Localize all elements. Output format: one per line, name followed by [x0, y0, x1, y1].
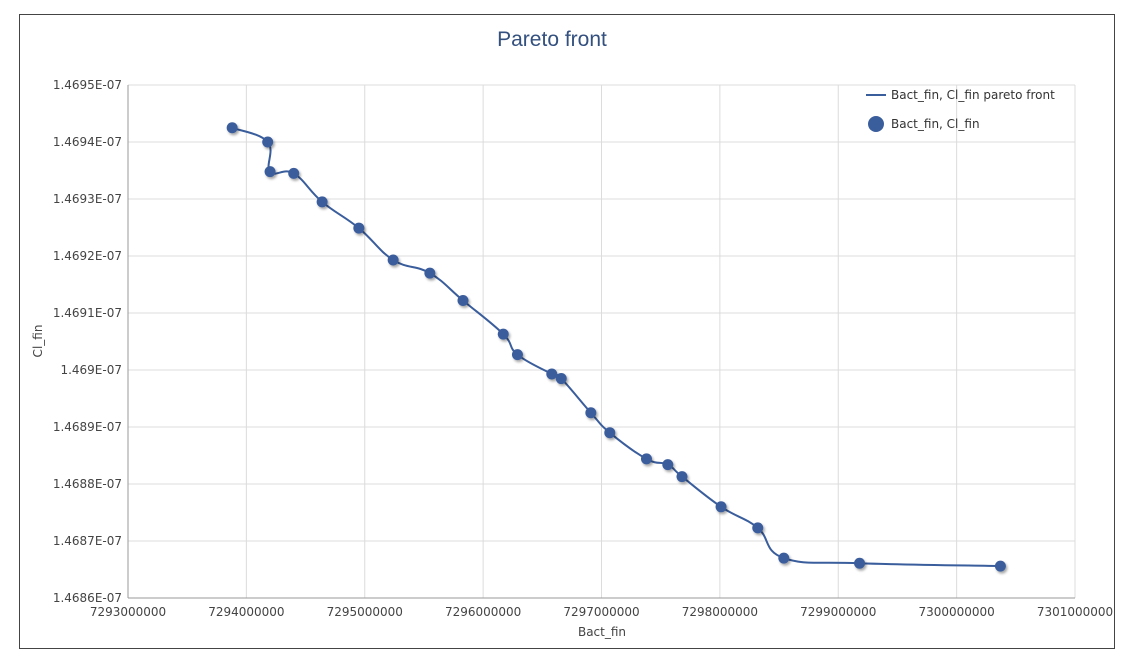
- data-point[interactable]: [640, 453, 652, 465]
- data-point[interactable]: [353, 222, 365, 234]
- x-tick-label: 7297000000: [563, 605, 639, 619]
- legend-label-points: Bact_fin, Cl_fin: [891, 117, 980, 131]
- y-tick-label: 1.4693E-07: [53, 192, 122, 206]
- x-axis-label: Bact_fin: [578, 625, 626, 639]
- data-point[interactable]: [262, 136, 274, 148]
- data-point[interactable]: [457, 294, 469, 306]
- data-point[interactable]: [316, 196, 328, 208]
- y-tick-label: 1.4687E-07: [53, 534, 122, 548]
- data-point[interactable]: [264, 166, 276, 178]
- data-point[interactable]: [546, 368, 558, 380]
- x-tick-label: 7295000000: [327, 605, 403, 619]
- x-tick-label: 7293000000: [90, 605, 166, 619]
- x-tick-label: 7296000000: [445, 605, 521, 619]
- series-line-path: [231, 126, 1001, 568]
- data-point[interactable]: [676, 471, 688, 483]
- axes: [127, 85, 1075, 599]
- y-tick-label: 1.4692E-07: [53, 249, 122, 263]
- chart-frame: [19, 14, 1115, 649]
- data-point[interactable]: [662, 459, 674, 471]
- x-tick-label: 7301000000: [1037, 605, 1113, 619]
- data-point[interactable]: [994, 560, 1006, 572]
- x-axis-ticks: 7293000000 7294000000 7295000000 7296000000…: [90, 605, 1113, 619]
- data-point[interactable]: [854, 557, 866, 569]
- x-tick-label: 7298000000: [682, 605, 758, 619]
- chart-title: Pareto front: [497, 28, 607, 51]
- y-axis-label: Cl_fin: [31, 325, 45, 358]
- data-point[interactable]: [226, 122, 238, 134]
- data-point[interactable]: [387, 254, 399, 266]
- y-tick-label: 1.4689E-07: [53, 420, 122, 434]
- data-point[interactable]: [752, 522, 764, 534]
- data-point[interactable]: [511, 349, 523, 361]
- x-tick-label: 7300000000: [918, 605, 994, 619]
- data-point[interactable]: [555, 373, 567, 385]
- x-tick-label: 7294000000: [208, 605, 284, 619]
- data-point[interactable]: [585, 407, 597, 419]
- pareto-points: [226, 122, 1006, 572]
- y-tick-label: 1.4686E-07: [53, 591, 122, 605]
- data-point[interactable]: [288, 167, 300, 179]
- x-tick-label: 7299000000: [800, 605, 876, 619]
- data-point[interactable]: [497, 328, 509, 340]
- y-tick-label: 1.4688E-07: [53, 477, 122, 491]
- pareto-front-line: [231, 126, 1001, 568]
- data-point[interactable]: [604, 427, 616, 439]
- y-tick-label: 1.4695E-07: [53, 78, 122, 92]
- legend-label-line: Bact_fin, Cl_fin pareto front: [891, 88, 1055, 102]
- legend[interactable]: Bact_fin, Cl_fin pareto front Bact_fin, …: [866, 88, 1055, 132]
- data-point[interactable]: [715, 501, 727, 513]
- y-axis-ticks: 1.4686E-07 1.4687E-07 1.4688E-07 1.4689E-07…: [53, 78, 122, 605]
- grid-lines: [128, 84, 1076, 598]
- data-point[interactable]: [424, 267, 436, 279]
- y-tick-label: 1.4691E-07: [53, 306, 122, 320]
- y-tick-label: 1.469E-07: [60, 363, 122, 377]
- legend-dot-swatch: [868, 116, 884, 132]
- data-point[interactable]: [778, 552, 790, 564]
- y-tick-label: 1.4694E-07: [53, 135, 122, 149]
